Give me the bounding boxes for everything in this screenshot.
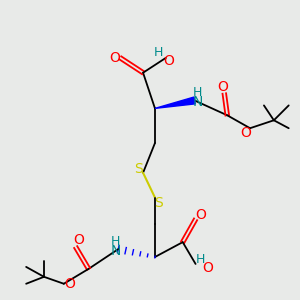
Text: H: H — [196, 254, 205, 266]
Text: O: O — [164, 54, 174, 68]
Text: H: H — [154, 46, 164, 59]
Text: O: O — [195, 208, 206, 222]
Text: O: O — [217, 80, 228, 94]
Text: N: N — [110, 244, 121, 258]
Text: S: S — [134, 162, 142, 176]
Text: H: H — [111, 235, 120, 248]
Text: O: O — [64, 277, 75, 291]
Text: O: O — [73, 233, 84, 247]
Text: O: O — [202, 261, 213, 275]
Text: H: H — [193, 86, 202, 99]
Text: S: S — [154, 196, 163, 209]
Text: O: O — [241, 126, 251, 140]
Polygon shape — [155, 97, 195, 108]
Text: O: O — [109, 51, 120, 65]
Text: N: N — [192, 95, 203, 110]
